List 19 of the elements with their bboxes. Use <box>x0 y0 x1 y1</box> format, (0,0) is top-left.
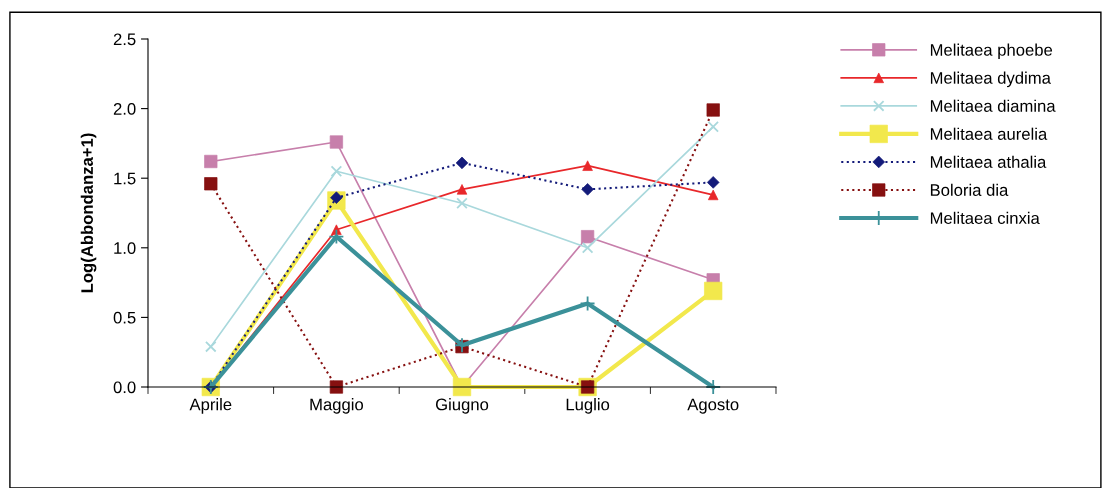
y-tick-label: 0.0 <box>113 381 136 394</box>
y-tick-label: 2.0 <box>113 103 136 115</box>
y-tick-label: 2.5 <box>113 33 136 46</box>
x-tick-label: Giugno <box>435 398 489 414</box>
x-tick-label: Agosto <box>687 398 739 414</box>
legend-label: Melitaea cinxia <box>930 211 1040 225</box>
x-tick-label: Luglio <box>566 398 610 414</box>
legend-label: Melitaea athalia <box>930 155 1047 168</box>
x-tick-label: Maggio <box>310 398 364 414</box>
legend-label: Melitaea dydima <box>930 71 1051 88</box>
y-tick-label: 1.5 <box>114 172 136 185</box>
legend-label: Melitaea diamina <box>930 99 1056 112</box>
y-tick-label: 1.0 <box>114 242 136 254</box>
x-tick-label: Aprile <box>189 398 232 414</box>
legend-label: Melitaea aurelia <box>930 127 1048 140</box>
y-tick-label: 0.5 <box>113 311 136 324</box>
y-axis-title: Log(Abbondanza+1) <box>80 133 97 293</box>
legend-label: Boloria dia <box>930 183 1009 196</box>
legend-label: Melitaea phoebe <box>930 43 1053 60</box>
